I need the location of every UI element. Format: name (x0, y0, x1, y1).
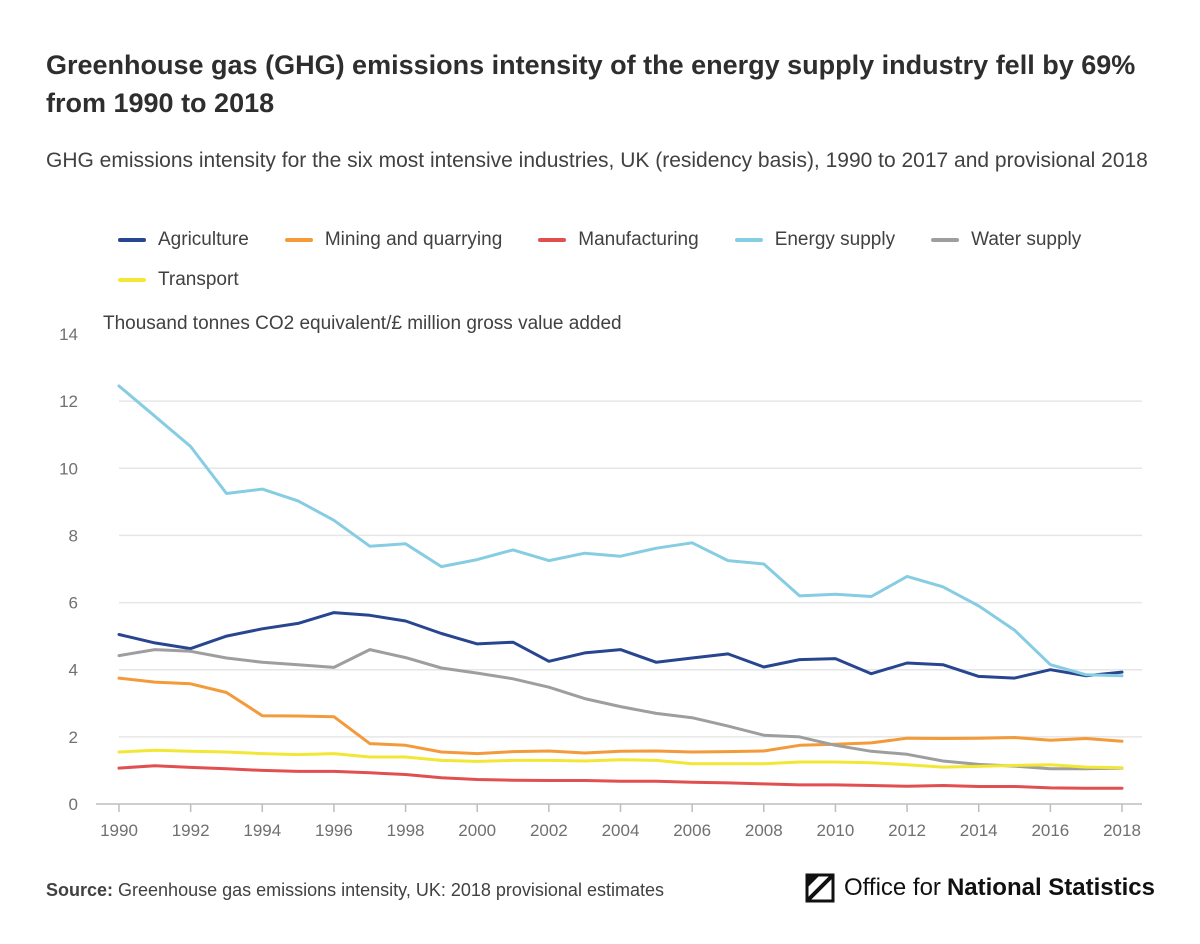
y-tick-label: 12 (59, 392, 78, 411)
legend-swatch (284, 238, 313, 242)
y-tick-label: 6 (69, 594, 78, 613)
x-tick-label: 2010 (817, 821, 855, 840)
legend-label: Manufacturing (578, 229, 699, 250)
y-tick-label: 2 (69, 728, 78, 747)
legend-swatch (734, 238, 763, 242)
legend-item[interactable]: Mining and quarrying (284, 226, 503, 254)
y-tick-label: 4 (69, 661, 78, 680)
x-tick-label: 1998 (387, 821, 425, 840)
legend-label: Water supply (971, 229, 1082, 250)
x-axis-ticks: 1990 1992 1994 1996 1998 2000 2002 2004 2006 2008… (100, 804, 1141, 840)
y-tick-label: 8 (69, 526, 78, 545)
series-line-water-supply[interactable] (117, 648, 1124, 771)
x-tick-label: 2014 (960, 821, 998, 840)
legend-swatch (118, 278, 146, 282)
chart-title: Greenhouse gas (GHG) emissions intensity… (46, 50, 1136, 118)
source-text: Greenhouse gas emissions intensity, UK: … (113, 880, 664, 900)
series-line-energy-supply[interactable] (117, 384, 1124, 678)
legend-item[interactable]: Transport (118, 266, 239, 294)
x-tick-label: 1994 (243, 821, 281, 840)
series-line-agriculture[interactable] (117, 611, 1124, 680)
legend-item[interactable]: Manufacturing (538, 226, 699, 254)
y-tick-label: 14 (59, 325, 78, 344)
legend-label: Mining and quarrying (324, 229, 503, 250)
legend-item[interactable]: Energy supply (734, 226, 896, 254)
logo-text-regular: Office for (844, 874, 941, 901)
x-tick-label: 2018 (1103, 821, 1141, 840)
x-tick-label: 2000 (458, 821, 496, 840)
y-tick-label: 10 (59, 459, 78, 478)
ons-logo[interactable]: Office for National Statistics (804, 872, 1155, 904)
chart-subtitle: GHG emissions intensity for the six most… (46, 149, 1148, 172)
legend-label: Agriculture (158, 229, 249, 250)
y-axis-ticks: 0 2 4 6 8 10 12 14 (59, 325, 78, 814)
series-line-mining-and-quarrying[interactable] (117, 676, 1124, 756)
legend-swatch (118, 238, 146, 242)
series-line-manufacturing[interactable] (117, 764, 1124, 790)
ons-logo-icon (805, 873, 835, 903)
x-tick-label: 1996 (315, 821, 353, 840)
legend-label: Transport (158, 269, 239, 290)
x-tick-label: 2006 (673, 821, 711, 840)
x-tick-label: 1992 (172, 821, 210, 840)
x-tick-label: 2016 (1031, 821, 1069, 840)
x-tick-label: 2004 (602, 821, 640, 840)
legend-label: Energy supply (774, 229, 896, 250)
y-axis-label: Thousand tonnes CO2 equivalent/£ million… (103, 313, 622, 334)
x-tick-label: 2012 (888, 821, 926, 840)
x-tick-label: 2002 (530, 821, 568, 840)
legend-swatch (538, 238, 567, 242)
legend-item[interactable]: Agriculture (118, 226, 249, 254)
series-lines (117, 384, 1124, 790)
legend-item[interactable]: Water supply (931, 226, 1081, 254)
x-tick-label: 2008 (745, 821, 783, 840)
x-tick-label: 1990 (100, 821, 138, 840)
line-chart: Thousand tonnes CO2 equivalent/£ million… (59, 313, 1142, 840)
source-label: Source: (46, 880, 114, 900)
source-note: Source: Greenhouse gas emissions intensi… (46, 880, 664, 901)
legend-swatch (931, 238, 960, 242)
series-line-transport[interactable] (117, 748, 1124, 770)
logo-text-bold: National Statistics (946, 874, 1155, 901)
chart-legend: Agriculture Mining and quarrying Manufactu… (118, 226, 1158, 294)
grid-lines (96, 400, 1142, 805)
y-tick-label: 0 (69, 795, 78, 814)
